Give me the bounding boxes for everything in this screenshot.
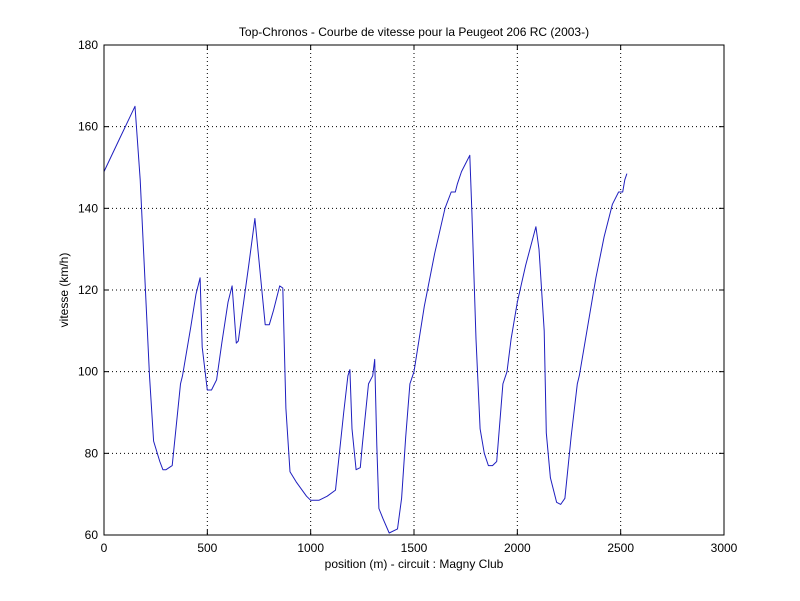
y-tick-label: 160 bbox=[78, 120, 98, 134]
x-axis-title: position (m) - circuit : Magny Club bbox=[325, 557, 504, 571]
x-tick-label: 2000 bbox=[504, 541, 531, 555]
y-tick-label: 140 bbox=[78, 201, 98, 215]
series-layer bbox=[103, 105, 628, 534]
y-tick-label: 120 bbox=[78, 283, 98, 297]
axis-ticks: 0 500 1000 1500 2000 2500 3000 60 80 100 120 140 160… bbox=[78, 38, 738, 555]
x-tick-label: 2500 bbox=[607, 541, 634, 555]
speed-series-line bbox=[103, 105, 628, 534]
chart-title: Top-Chronos - Courbe de vitesse pour la … bbox=[239, 25, 589, 39]
x-tick-label: 0 bbox=[101, 541, 108, 555]
x-tick-label: 500 bbox=[197, 541, 217, 555]
x-tick-label: 3000 bbox=[711, 541, 738, 555]
y-tick-label: 100 bbox=[78, 365, 98, 379]
y-tick-label: 180 bbox=[78, 38, 98, 52]
grid-lines bbox=[104, 45, 724, 535]
x-tick-label: 1000 bbox=[297, 541, 324, 555]
x-tick-label: 1500 bbox=[401, 541, 428, 555]
y-tick-label: 80 bbox=[85, 446, 99, 460]
y-axis-title: vitesse (km/h) bbox=[57, 253, 71, 328]
y-tick-label: 60 bbox=[85, 528, 99, 542]
